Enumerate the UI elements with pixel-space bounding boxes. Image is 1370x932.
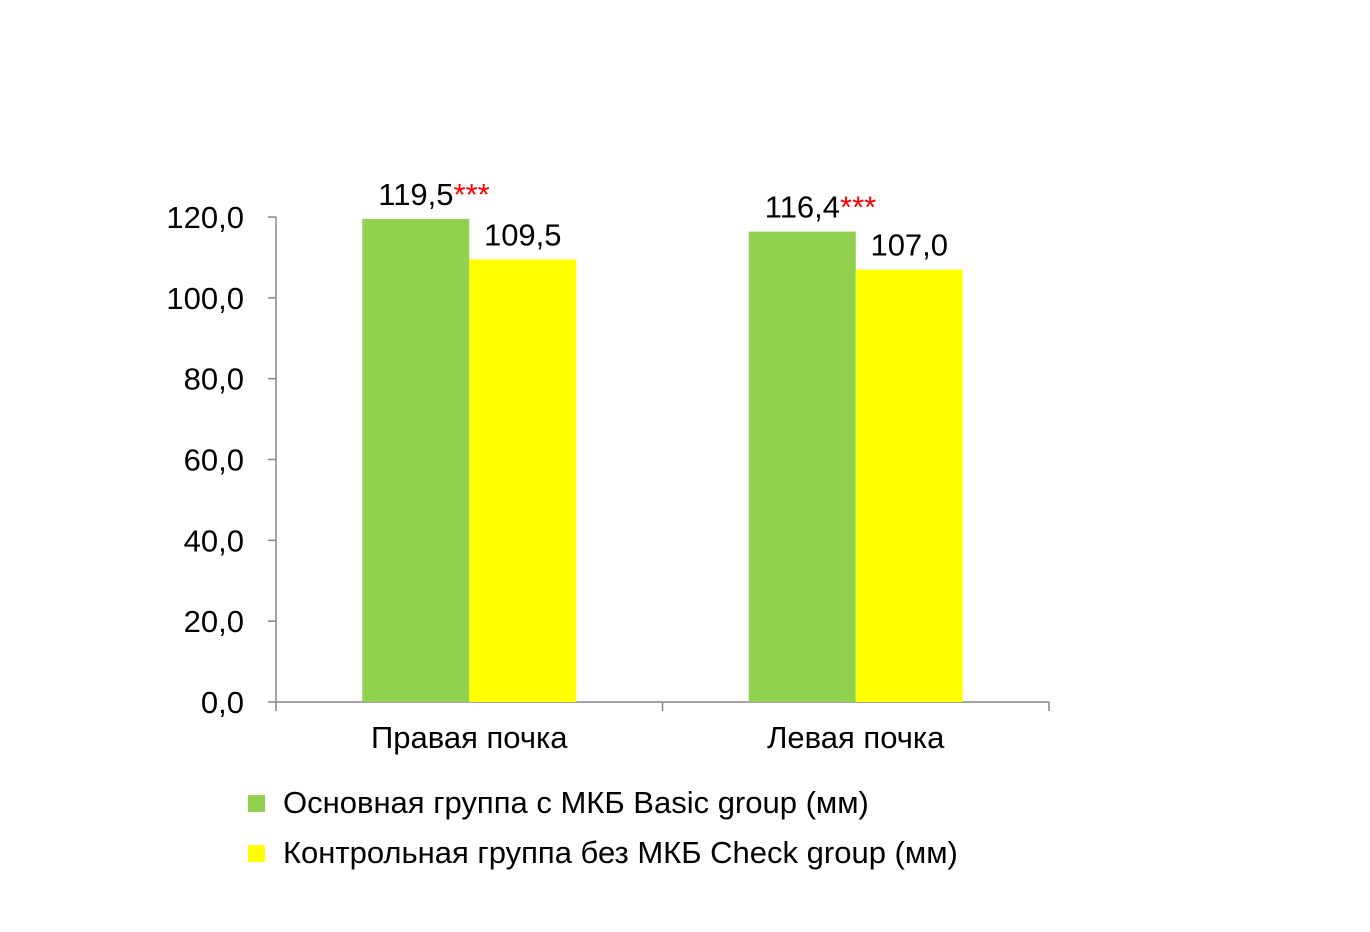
x-axis: Правая почка Левая почка xyxy=(275,701,1050,755)
significance-mark: *** xyxy=(454,177,490,212)
legend-swatch-check-group xyxy=(248,844,265,862)
data-label-check-1: 107,0 xyxy=(870,228,948,263)
data-labels-group: 119,5*** 109,5 116,4***107,0 xyxy=(378,177,948,263)
y-tick-label: 0,0 xyxy=(201,685,244,720)
legend: Основная группа с МКБ Basic group (мм) К… xyxy=(248,780,958,880)
data-label-basic-0: 119,5*** xyxy=(378,177,489,212)
x-tick-label: Левая почка xyxy=(767,720,945,755)
y-tick-label: 40,0 xyxy=(184,523,244,558)
y-tick-label: 100,0 xyxy=(166,281,244,316)
significance-mark: *** xyxy=(840,190,876,225)
bars-group xyxy=(362,219,963,703)
data-label-check-0: 109,5 xyxy=(484,217,562,252)
y-tick-label: 120,0 xyxy=(166,200,244,235)
legend-item-check-group: Контрольная группа без МКБ Check group (… xyxy=(248,830,958,876)
x-tick-label: Правая почка xyxy=(371,720,568,755)
legend-item-basic-group: Основная группа с МКБ Basic group (мм) xyxy=(248,780,958,826)
y-tick-label: 20,0 xyxy=(184,604,244,639)
y-axis: 0,0 20,0 40,0 60,0 80,0 100,0 120,0 xyxy=(166,200,277,720)
bar-check-1 xyxy=(855,269,963,702)
y-tick-label: 80,0 xyxy=(184,362,244,397)
bar-check-0 xyxy=(469,259,577,702)
data-label-basic-1: 116,4*** xyxy=(765,190,876,225)
y-tick-label: 60,0 xyxy=(184,443,244,478)
legend-label-basic-group: Основная группа с МКБ Basic group (мм) xyxy=(283,785,869,820)
legend-swatch-basic-group xyxy=(248,794,265,812)
bar-basic-1 xyxy=(748,231,856,703)
bar-basic-0 xyxy=(362,219,470,703)
legend-label-check-group: Контрольная группа без МКБ Check group (… xyxy=(283,835,958,870)
